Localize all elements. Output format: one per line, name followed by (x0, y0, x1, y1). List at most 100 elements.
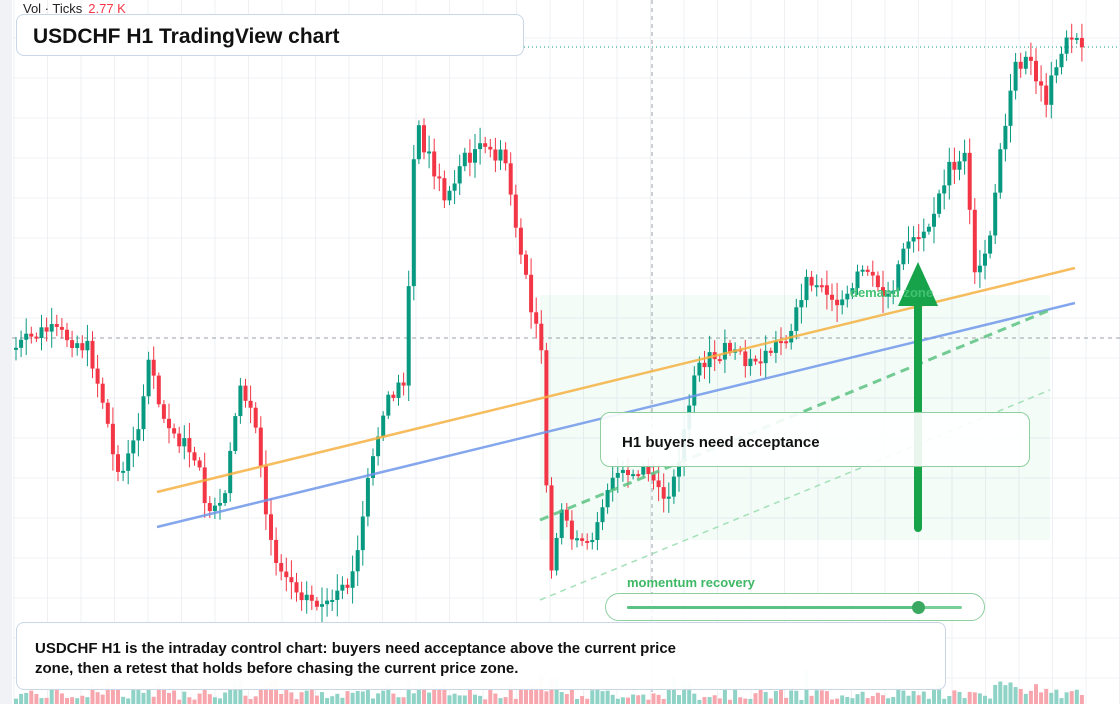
volume-bar (386, 683, 391, 704)
candle-body (121, 470, 126, 473)
candle-body (289, 577, 294, 583)
candle-body (595, 522, 600, 540)
volume-bar (432, 684, 437, 704)
candle-body (784, 341, 789, 344)
candle-body (763, 350, 768, 364)
candle-body (870, 271, 875, 276)
candle-body (1069, 37, 1074, 40)
volume-bar (473, 694, 477, 704)
momentum-slider[interactable] (605, 593, 985, 621)
volume-bar (753, 693, 758, 704)
volume-indicator-label[interactable]: Vol · Ticks 2.77 K (23, 1, 126, 16)
candle-body (44, 327, 49, 332)
volume-bar (167, 692, 171, 704)
volume-bar (835, 698, 840, 704)
candle-body (473, 149, 477, 163)
candle-body (916, 237, 921, 240)
candle-body (865, 269, 870, 272)
candle-body (151, 359, 156, 376)
volume-bar (126, 698, 131, 704)
candle-body (279, 562, 284, 572)
volume-bar (860, 691, 865, 704)
candle-body (554, 537, 559, 571)
candle-body (631, 474, 636, 477)
volume-bar (814, 690, 819, 704)
volume-bar (809, 695, 814, 704)
volume-bar (320, 692, 324, 704)
volume-bar (146, 689, 151, 704)
candle-body (14, 347, 18, 350)
candle-body (161, 404, 166, 419)
volume-bar (39, 698, 44, 704)
volume-bar (952, 690, 957, 704)
candle-body (911, 237, 916, 242)
volume-bar (977, 693, 982, 704)
volume-bar (906, 695, 911, 704)
volume-bar (70, 697, 75, 704)
momentum-knob[interactable] (912, 601, 926, 614)
volume-bar (1079, 694, 1084, 704)
volume-bar (886, 698, 891, 704)
candle-body (677, 462, 681, 477)
candle-body (1044, 85, 1049, 105)
candle-body (926, 226, 931, 232)
candle-body (942, 185, 947, 194)
candle-body (284, 571, 289, 578)
volume-bar (554, 677, 559, 704)
candle-body (269, 514, 273, 540)
candle-body (116, 454, 120, 472)
candle-body (462, 152, 467, 167)
volume-bar (626, 697, 630, 704)
volume-bar (65, 697, 69, 704)
volume-bar (141, 692, 146, 704)
volume-bar (401, 697, 406, 704)
demand-trendline-lower (539, 389, 1051, 601)
candle-body (80, 343, 85, 351)
volume-bar (585, 698, 590, 704)
candle-body (263, 465, 268, 515)
candle-body (626, 469, 630, 476)
volume-bar (845, 696, 850, 704)
candle-body (218, 502, 222, 506)
candle-body (666, 496, 671, 499)
candle-body (575, 538, 579, 541)
candle-body (95, 368, 100, 384)
candle-body (340, 584, 345, 591)
candle-body (376, 436, 381, 457)
volume-bar (447, 695, 452, 704)
volume-bar (330, 696, 335, 704)
volume-bar (559, 692, 564, 704)
candle-body (437, 176, 442, 179)
candle-body (962, 152, 967, 162)
candle-body (432, 151, 437, 177)
candle-body (182, 438, 187, 447)
volume-bar (29, 690, 34, 704)
candle-body (728, 342, 732, 353)
candle-body (835, 299, 840, 306)
volume-bar (488, 688, 493, 704)
volume-bar (569, 688, 574, 704)
candle-body (824, 285, 829, 295)
volume-bar (600, 691, 605, 704)
candle-body (707, 352, 712, 368)
volume-bar (243, 695, 248, 704)
volume-bar (1023, 693, 1028, 704)
volume-bar (998, 681, 1003, 704)
candle-body (233, 416, 238, 451)
volume-bar (391, 693, 396, 704)
volume-bar (304, 690, 309, 704)
summary-text: USDCHF H1 is the intraday control chart:… (35, 640, 677, 677)
volume-bar (687, 683, 692, 704)
candle-body (253, 407, 258, 428)
volume-bar (610, 694, 615, 704)
volume-bar (830, 699, 834, 704)
candle-body (1023, 56, 1028, 69)
volume-bar (1018, 688, 1023, 704)
candle-body (488, 146, 493, 150)
candle-body (126, 453, 131, 471)
volume-bar (406, 680, 411, 704)
volume-bar (197, 693, 202, 704)
volume-bar (870, 696, 875, 704)
candle-body (503, 149, 508, 164)
